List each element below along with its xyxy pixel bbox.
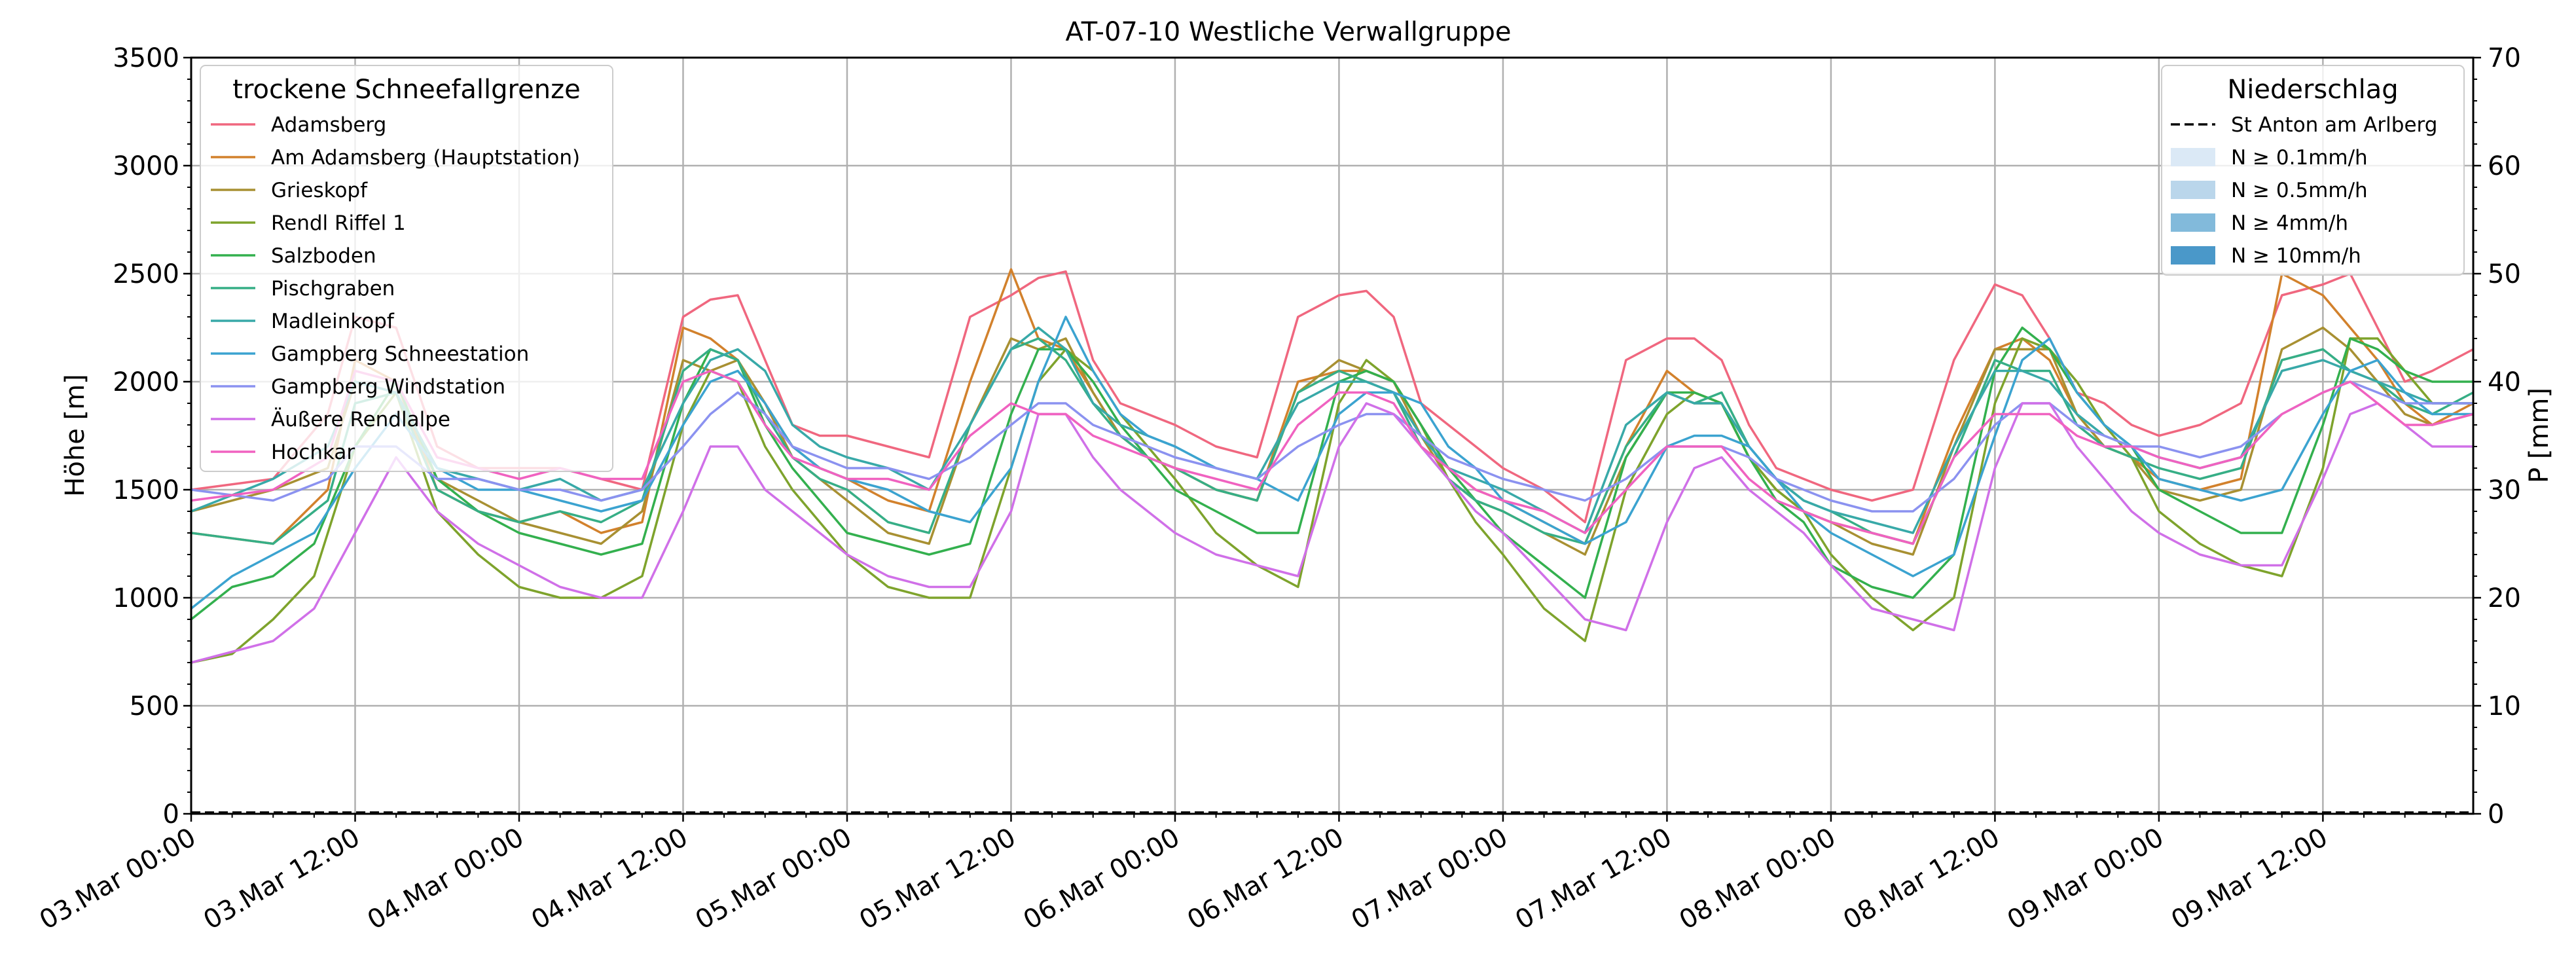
series-line-adamsberg xyxy=(190,270,2474,524)
y2-axis-ticks: 0 10 20 30 40 50 60 70 xyxy=(2473,43,2521,830)
y2-tick-label: 70 xyxy=(2488,43,2521,73)
legend-label: N ≥ 4mm/h xyxy=(2231,211,2348,235)
plot-frame xyxy=(190,56,2475,815)
series-line-rendl-riffel-1 xyxy=(190,337,2473,664)
legend-label: Pischgraben xyxy=(271,277,395,301)
y2-tick-label: 20 xyxy=(2488,583,2521,613)
y2-axis-label: P [mm] xyxy=(2524,388,2554,483)
y-tick-label: 2500 xyxy=(113,259,179,289)
series-line-äußere-rendlalpe xyxy=(190,402,2473,664)
legend-left: trockene Schneefallgrenze Adamsberg Am Ad… xyxy=(200,65,613,472)
y-tick-label: 3000 xyxy=(113,151,179,181)
legend-swatch-patch xyxy=(2171,148,2215,166)
y-tick-label: 2000 xyxy=(113,367,179,397)
legend-swatch-patch xyxy=(2171,181,2215,199)
legend-label: Salzboden xyxy=(271,244,376,268)
legend-swatch-patch xyxy=(2171,246,2215,265)
legend-label: Madleinkopf xyxy=(271,310,395,333)
legend-left-box xyxy=(200,65,613,472)
legend-label: Gampberg Windstation xyxy=(271,375,505,399)
y2-tick-label: 10 xyxy=(2488,691,2521,721)
series-layer xyxy=(190,268,2474,664)
y2-tick-label: 0 xyxy=(2488,799,2504,830)
legend-label: Rendl Riffel 1 xyxy=(271,211,406,235)
y-tick-label: 1500 xyxy=(113,475,179,505)
series-line-gampberg-schneestation xyxy=(190,316,2473,610)
legend-label: Grieskopf xyxy=(271,179,368,202)
y2-tick-label: 60 xyxy=(2488,151,2521,181)
y-tick-label: 1000 xyxy=(113,583,179,613)
series-line-hochkar xyxy=(190,369,2474,545)
y2-tick-label: 40 xyxy=(2488,367,2521,397)
legend-left-title: trockene Schneefallgrenze xyxy=(232,75,580,105)
y2-tick-label: 50 xyxy=(2488,259,2521,289)
legend-label: Hochkar xyxy=(271,441,355,464)
legend-label: Am Adamsberg (Hauptstation) xyxy=(271,146,580,170)
legend-label: Äußere Rendlalpe xyxy=(271,408,450,431)
legend-label: N ≥ 0.1mm/h xyxy=(2231,146,2368,170)
legend-swatch-patch xyxy=(2171,213,2215,232)
legend-right: Niederschlag St Anton am Arlberg N ≥ 0.1m… xyxy=(2161,65,2465,276)
legend-label: Gampberg Schneestation xyxy=(271,342,529,366)
y-tick-label: 3500 xyxy=(113,43,179,73)
y2-tick-label: 30 xyxy=(2488,475,2521,505)
y-axis-ticks: 0 500 1000 1500 2000 2500 3000 3500 xyxy=(113,43,191,830)
legend-right-box xyxy=(2161,65,2465,276)
y-tick-label: 0 xyxy=(163,799,179,830)
chart-title: AT-07-10 Westliche Verwallgruppe xyxy=(1066,17,1512,47)
y-tick-label: 500 xyxy=(130,691,179,721)
legend-right-items: St Anton am Arlberg N ≥ 0.1mm/h N ≥ 0.5mm/… xyxy=(2171,113,2437,268)
legend-left-items: Adamsberg Am Adamsberg (Hauptstation) Grie… xyxy=(211,113,580,464)
legend-label: N ≥ 0.5mm/h xyxy=(2231,179,2368,202)
legend-label: N ≥ 10mm/h xyxy=(2231,244,2361,268)
legend-right-title: Niederschlag xyxy=(2227,75,2398,105)
legend-label: Adamsberg xyxy=(271,113,386,137)
legend-label: St Anton am Arlberg xyxy=(2231,113,2437,137)
y-axis-label: Höhe [m] xyxy=(60,374,90,496)
